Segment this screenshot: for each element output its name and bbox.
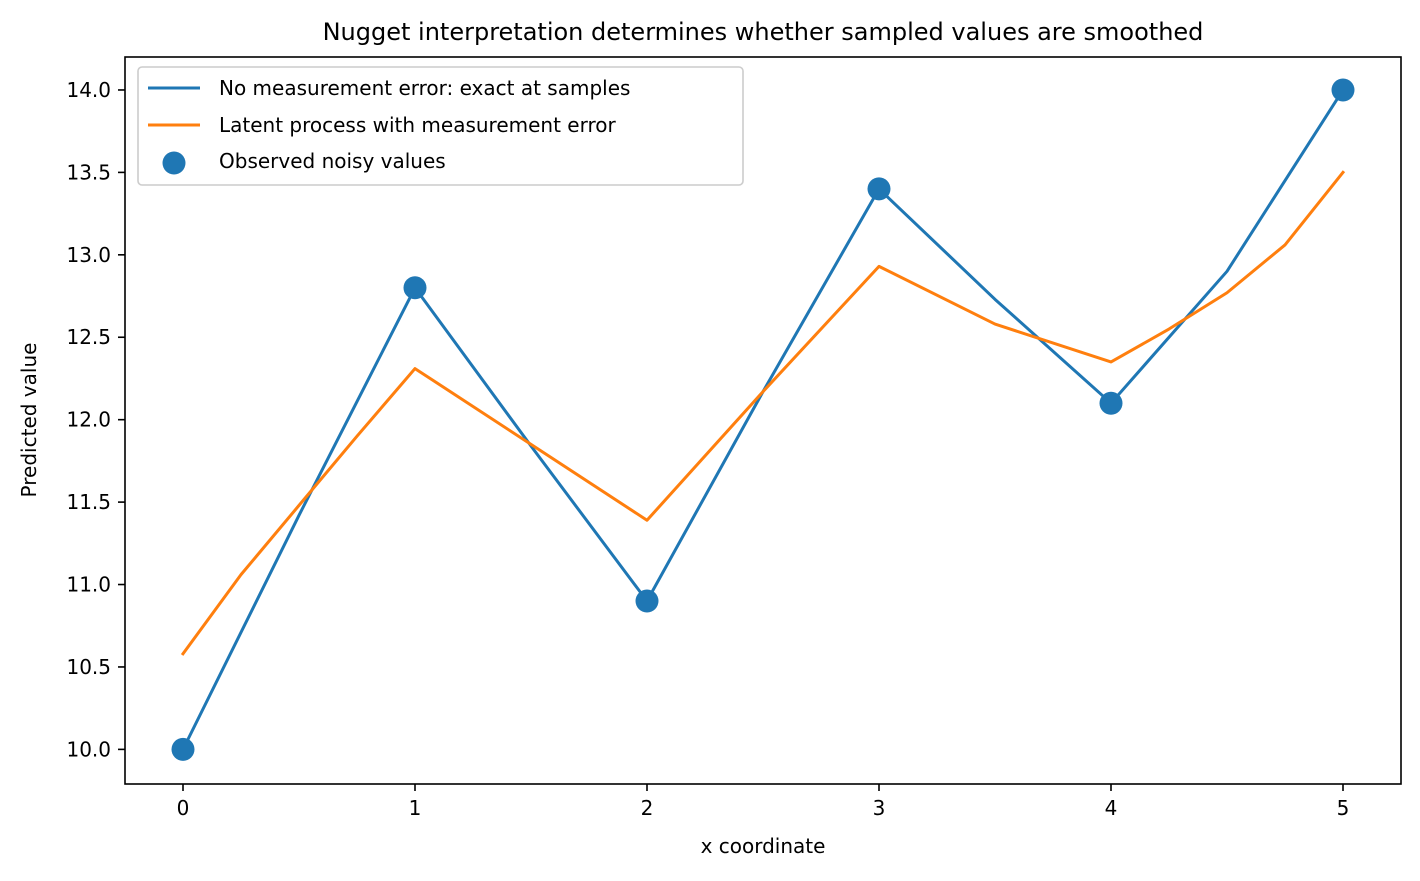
x-tick-label: 4 [1105,796,1118,820]
x-axis: 0 1 2 3 4 5 [177,784,1350,820]
series-line-1 [180,170,1346,656]
x-axis-label: x coordinate [701,834,826,858]
x-tick-label: 3 [873,796,886,820]
y-tick-label: 12.5 [66,325,111,349]
y-tick-label: 13.0 [66,243,111,267]
plot-area [124,56,1402,785]
plot-frame [124,56,1402,785]
legend-swatch-marker [162,151,186,175]
y-tick-label: 11.0 [66,573,111,597]
y-tick-label: 10.5 [66,655,111,679]
legend-entry-label: Latent process with measurement error [219,113,617,137]
y-axis-label: Predicted value [17,343,41,498]
x-tick-label: 0 [177,796,190,820]
scatter-point [171,737,195,761]
y-tick-label: 10.0 [66,737,111,761]
chart-title: Nugget interpretation determines whether… [323,18,1204,46]
y-tick-label: 13.5 [66,160,111,184]
y-tick-label: 14.0 [66,78,111,102]
legend-entry-label: No measurement error: exact at samples [219,76,630,100]
legend-entry-label: Observed noisy values [219,149,446,173]
x-tick-label: 2 [641,796,654,820]
scatter-point [1099,391,1123,415]
y-tick-label: 12.0 [66,408,111,432]
x-tick-label: 1 [409,796,422,820]
legend-box [137,66,744,186]
scatter-point [1331,78,1355,102]
legend: No measurement error: exact at samples La… [137,66,744,186]
y-axis: 10.0 10.5 11.0 11.5 12.0 12.5 13.0 13.5 14.0 [66,78,125,761]
x-tick-label: 5 [1337,796,1350,820]
y-tick-label: 11.5 [66,490,111,514]
scatter-point [403,276,427,300]
scatter-point [867,177,891,201]
scatter-point [635,589,659,613]
